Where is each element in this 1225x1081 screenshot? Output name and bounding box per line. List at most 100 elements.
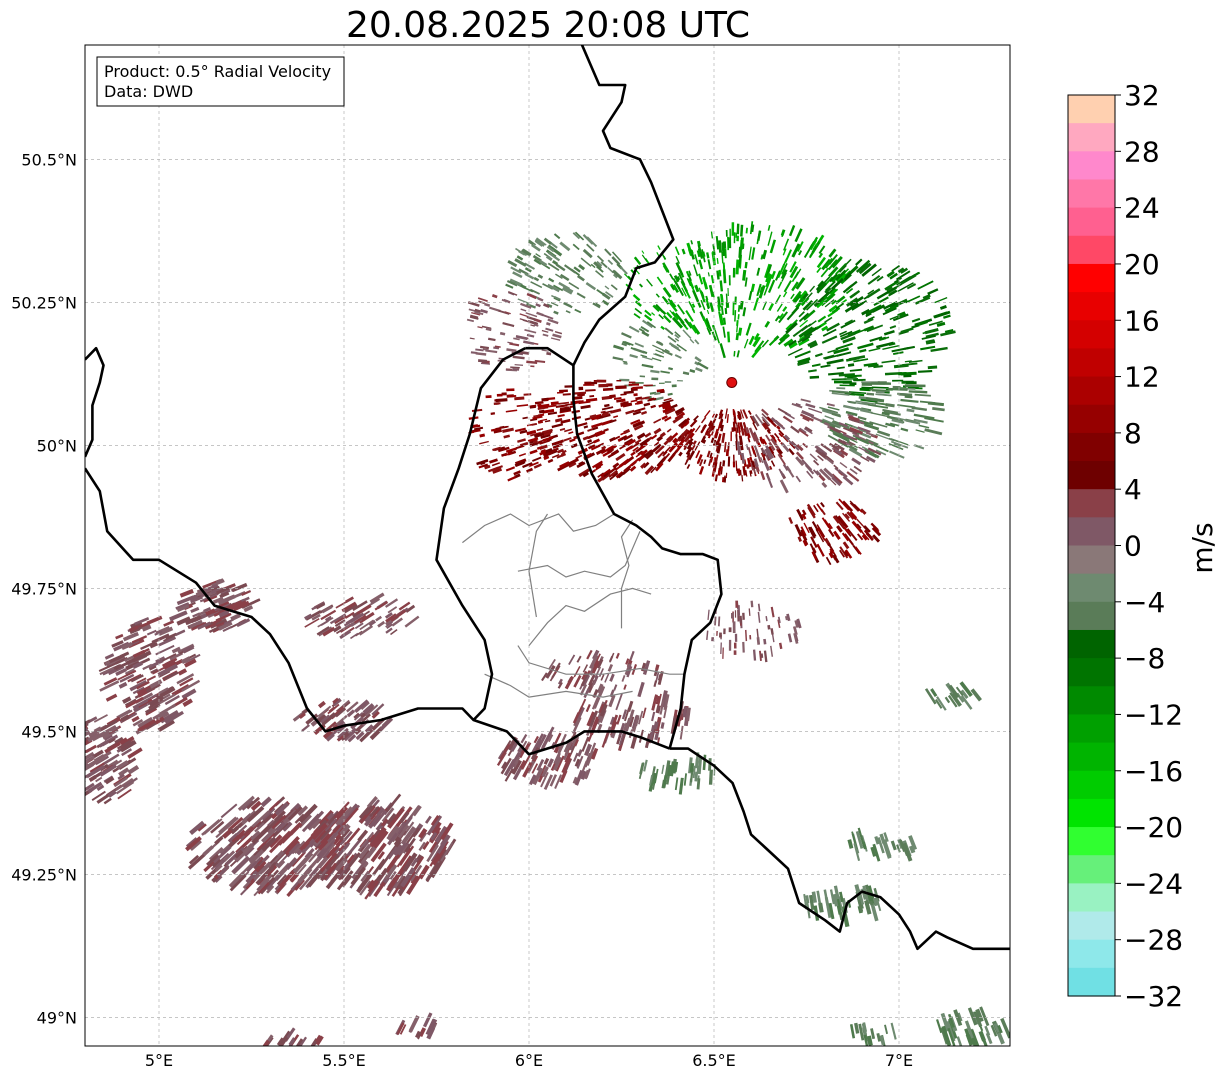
- echo-mark: [642, 319, 653, 329]
- echo-mark: [870, 522, 879, 531]
- echo-mark: [900, 427, 909, 432]
- echo-mark: [540, 418, 548, 422]
- echo-mark: [75, 767, 83, 774]
- echo-mark: [243, 605, 254, 613]
- echo-cluster: [612, 319, 709, 401]
- echo-mark: [611, 256, 621, 266]
- echo-mark: [801, 410, 815, 418]
- echo-mark: [607, 450, 619, 459]
- echo-mark: [398, 601, 411, 611]
- echo-mark: [513, 470, 521, 476]
- echo-mark: [490, 412, 496, 415]
- echo-mark: [654, 396, 664, 401]
- echo-mark: [241, 598, 261, 609]
- echo-mark: [271, 814, 287, 830]
- echo-mark: [870, 903, 879, 922]
- echo-mark: [320, 620, 329, 627]
- echo-mark: [363, 805, 374, 816]
- echo-mark: [555, 662, 561, 670]
- echo-mark: [695, 367, 703, 373]
- echo-mark: [564, 264, 576, 274]
- echo-mark: [558, 401, 570, 405]
- echo-mark: [275, 1036, 289, 1046]
- y-tick-label: 49.25°N: [11, 865, 77, 884]
- echo-mark: [141, 624, 152, 632]
- echo-mark: [341, 601, 357, 613]
- echo-mark: [856, 523, 862, 529]
- echo-mark: [522, 286, 534, 293]
- echo-mark: [823, 421, 830, 427]
- echo-mark: [593, 438, 601, 444]
- echo-mark: [519, 429, 528, 434]
- echo-mark: [706, 303, 710, 310]
- country-border: [572, 45, 723, 749]
- echo-mark: [785, 321, 798, 334]
- echo-mark: [752, 466, 757, 475]
- echo-mark: [687, 450, 696, 461]
- echo-mark: [800, 526, 807, 537]
- echo-mark: [103, 677, 118, 686]
- echo-mark: [485, 395, 492, 399]
- echo-mark: [719, 343, 726, 359]
- echo-mark: [557, 678, 563, 685]
- echo-mark: [336, 865, 349, 880]
- echo-mark: [706, 427, 713, 437]
- echo-mark: [533, 439, 538, 444]
- echo-mark: [504, 768, 514, 782]
- echo-mark: [662, 452, 671, 462]
- echo-mark: [885, 403, 895, 408]
- echo-mark: [585, 441, 595, 447]
- echo-mark: [876, 1032, 882, 1042]
- echo-mark: [593, 261, 603, 270]
- echo-mark: [346, 838, 362, 857]
- echo-mark: [115, 777, 134, 792]
- echo-mark: [623, 465, 632, 473]
- echo-mark: [368, 619, 377, 627]
- echo-mark: [904, 384, 926, 388]
- echo-mark: [683, 431, 694, 443]
- echo-mark: [607, 466, 618, 476]
- echo-mark: [603, 428, 609, 432]
- echo-mark: [528, 239, 537, 246]
- echo-mark: [399, 1024, 407, 1035]
- echo-mark: [584, 417, 591, 421]
- echo-mark: [753, 458, 759, 467]
- echo-mark: [927, 288, 939, 295]
- regional-border: [528, 587, 652, 646]
- echo-mark: [997, 1024, 1003, 1034]
- echo-mark: [674, 354, 682, 359]
- echo-mark: [765, 434, 771, 442]
- echo-mark: [541, 766, 549, 778]
- echo-mark: [730, 431, 732, 442]
- echo-mark: [725, 229, 728, 237]
- echo-mark: [847, 413, 854, 418]
- echo-mark: [709, 452, 713, 459]
- echo-mark: [698, 259, 704, 270]
- echo-mark: [631, 715, 638, 729]
- echo-mark: [480, 309, 488, 314]
- echo-mark: [387, 807, 405, 829]
- colorbar-tick-label: 20: [1124, 248, 1160, 281]
- echo-mark: [550, 401, 559, 406]
- echo-mark: [604, 248, 612, 257]
- echo-mark: [392, 844, 404, 857]
- echo-mark: [833, 464, 839, 470]
- echo-mark: [871, 534, 881, 543]
- echo-mark: [768, 302, 775, 311]
- echo-mark: [218, 621, 233, 631]
- echo-mark: [376, 807, 385, 817]
- echo-mark: [356, 873, 373, 894]
- echo-mark: [572, 776, 578, 784]
- echo-mark: [633, 424, 644, 431]
- echo-mark: [771, 633, 775, 643]
- echo-mark: [553, 233, 561, 240]
- echo-mark: [748, 608, 751, 616]
- echo-mark: [842, 512, 851, 522]
- echo-mark: [720, 424, 724, 432]
- echo-mark: [426, 814, 443, 836]
- echo-mark: [854, 327, 870, 335]
- echo-mark: [815, 528, 825, 543]
- echo-mark: [829, 889, 836, 905]
- echo-mark: [555, 418, 563, 423]
- echo-mark: [835, 269, 847, 281]
